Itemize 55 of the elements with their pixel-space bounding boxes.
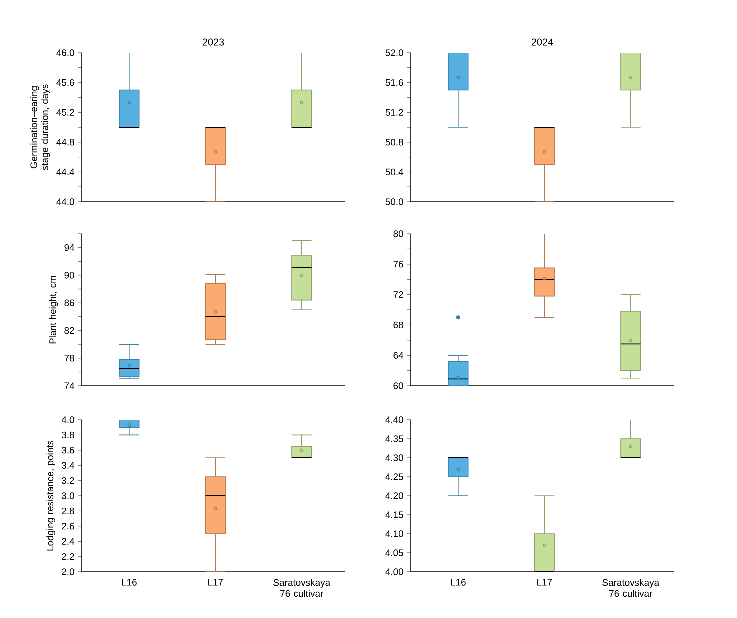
y-tick-label: 90 xyxy=(64,272,74,279)
y-tick-label: 74 xyxy=(64,382,75,390)
y-tick-label: 86 xyxy=(64,300,74,306)
y-tick-label: 80 xyxy=(394,230,404,238)
y-tick-label: 45.2 xyxy=(56,109,74,116)
y-tick-label: 4.0 xyxy=(62,416,74,424)
y-tick-label: 50.0 xyxy=(386,198,404,206)
x-tick-label: L17 xyxy=(208,579,224,586)
y-axis-title: Plant height, cm xyxy=(49,276,58,344)
y-tick-label: 82 xyxy=(64,327,74,334)
y-tick-label: 50.8 xyxy=(386,139,404,146)
y-tick-label: 3.8 xyxy=(62,432,74,439)
y-tick-label: 2.0 xyxy=(62,568,74,576)
y-tick-label: 3.6 xyxy=(62,447,74,454)
y-tick-label: 4.35 xyxy=(386,436,404,442)
y-tick-label: 46.0 xyxy=(56,50,74,56)
y-tick-label: 4.15 xyxy=(386,512,404,518)
y-tick-label: 78 xyxy=(64,355,74,362)
y-tick-label: 4.25 xyxy=(386,474,404,480)
y-tick-label: 52.0 xyxy=(386,50,404,56)
y-tick-label: 64 xyxy=(394,352,404,359)
y-tick-label: 4.10 xyxy=(386,530,404,538)
y-tick-label: 2.8 xyxy=(62,508,74,515)
y-tick-label: 4.40 xyxy=(386,416,404,424)
y-tick-label: 4.05 xyxy=(386,550,404,556)
x-tick-label: L17 xyxy=(538,579,552,586)
chart-title: 2024 xyxy=(532,38,554,46)
y-tick-label: 3.2 xyxy=(62,477,74,484)
y-tick-label: 3.4 xyxy=(62,462,75,469)
y-axis-title: Germination–earing stage duration, days xyxy=(30,84,50,170)
y-tick-label: 45.6 xyxy=(56,79,74,86)
y-tick-label: 94 xyxy=(64,244,75,252)
x-tick-label: Saratovskaya 76 cultivar xyxy=(602,579,660,598)
y-axis-title: Lodging resistance, points xyxy=(46,440,56,551)
y-tick-label: 76 xyxy=(394,261,404,268)
y-tick-label: 51.6 xyxy=(386,79,404,86)
y-tick-label: 51.2 xyxy=(386,109,404,116)
y-tick-label: 2.4 xyxy=(62,538,75,545)
x-tick-label: L16 xyxy=(451,579,466,586)
y-tick-label: 2.6 xyxy=(62,523,74,530)
chart-title: 2023 xyxy=(202,38,224,46)
x-tick-label: L16 xyxy=(122,579,137,586)
y-tick-label: 2.2 xyxy=(62,553,74,560)
y-tick-label: 44.4 xyxy=(56,168,75,176)
y-tick-label: 3.0 xyxy=(62,492,74,500)
y-tick-label: 68 xyxy=(394,322,404,329)
y-tick-label: 72 xyxy=(394,291,404,298)
x-tick-label: Saratovskaya 76 cultivar xyxy=(274,579,331,598)
y-tick-label: 44.0 xyxy=(56,198,74,206)
y-tick-label: 60 xyxy=(394,382,404,390)
y-tick-label: 44.8 xyxy=(56,139,74,146)
y-tick-label: 4.00 xyxy=(386,568,404,576)
y-tick-label: 50.4 xyxy=(386,168,404,176)
y-tick-label: 4.20 xyxy=(386,492,404,500)
y-tick-label: 4.30 xyxy=(386,454,404,462)
